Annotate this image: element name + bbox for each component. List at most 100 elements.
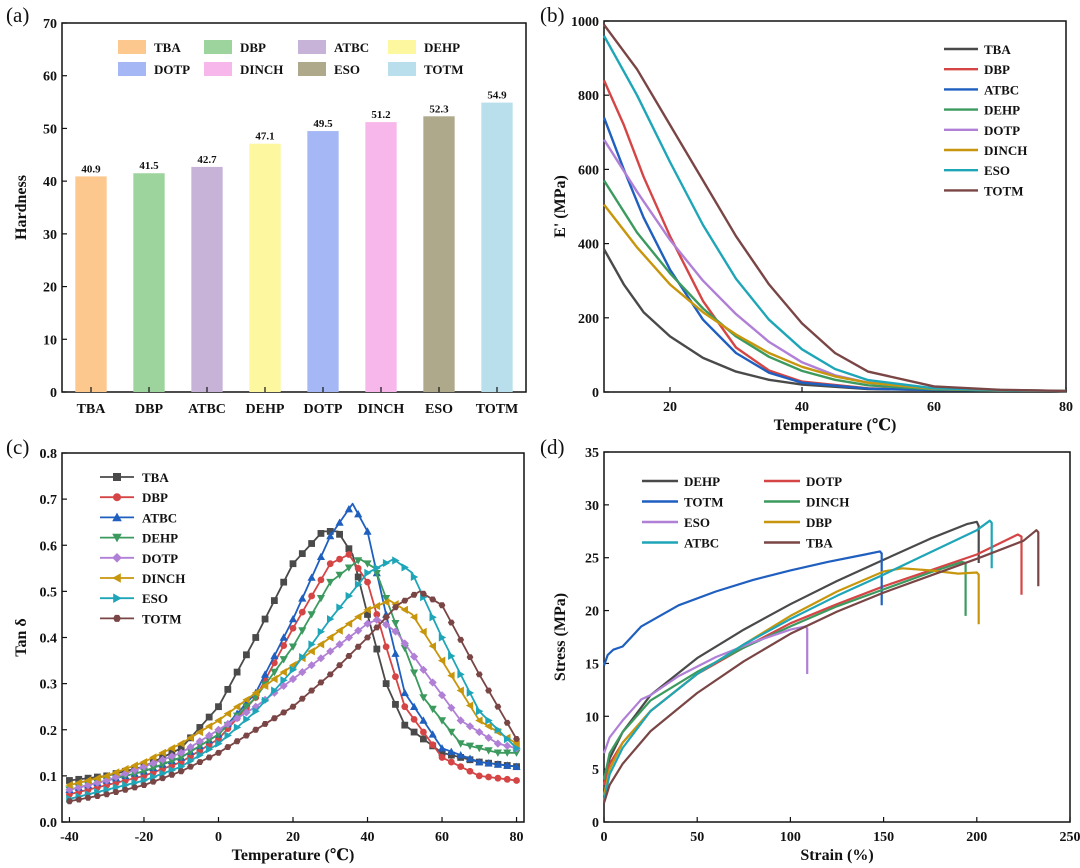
data-point	[93, 774, 101, 783]
data-point	[336, 530, 343, 538]
data-point	[66, 777, 73, 784]
data-point	[382, 595, 391, 603]
data-point	[167, 752, 176, 761]
data-point	[354, 564, 362, 572]
data-point	[215, 703, 222, 711]
legend-label: ATBC	[142, 510, 177, 525]
y-tick-label: 0.8	[40, 447, 58, 462]
data-point	[308, 640, 316, 649]
data-point	[139, 758, 148, 767]
legend-label: ATBC	[684, 536, 719, 551]
series-line-tba	[602, 529, 1040, 804]
data-point	[420, 590, 427, 597]
panel-label: (c)	[6, 435, 29, 459]
bar-dotp	[307, 131, 339, 393]
data-point	[205, 713, 213, 721]
data-point	[466, 654, 474, 660]
legend-label: DEHP	[984, 103, 1020, 118]
legend-label: ESO	[684, 515, 710, 530]
data-point	[503, 719, 511, 726]
x-tick-label: 20	[286, 830, 300, 845]
x-tick-label: 40	[361, 830, 375, 845]
legend-label: TBA	[142, 470, 169, 485]
data-point	[344, 619, 353, 628]
legend-swatch	[298, 40, 326, 54]
y-tick-label: 30	[43, 228, 57, 243]
data-point	[252, 726, 260, 733]
bar-eso	[423, 116, 455, 392]
x-tick-label: 50	[690, 830, 704, 845]
data-point	[317, 679, 325, 686]
data-point	[354, 643, 362, 650]
x-tick-label: 250	[1060, 830, 1080, 845]
data-point	[392, 556, 400, 565]
data-point	[447, 751, 455, 759]
data-point	[475, 772, 483, 780]
data-point	[103, 791, 111, 798]
data-point	[410, 591, 418, 598]
data-point	[112, 533, 122, 543]
data-point	[410, 613, 418, 622]
panel-b-modulus-line-chart: 0 200 400 600 800 1000 20 40 60 80 Temperature (℃)…	[540, 0, 1080, 434]
data-point	[326, 578, 335, 587]
data-point	[447, 758, 455, 766]
legend-label: DOTP	[984, 123, 1020, 138]
data-point	[465, 701, 474, 710]
data-point	[457, 763, 465, 771]
data-point	[289, 665, 298, 674]
bar-value-label: 49.5	[313, 118, 333, 130]
data-point	[344, 505, 353, 513]
bar-dbp	[133, 173, 165, 392]
legend-label: DEHP	[424, 40, 460, 55]
y-tick-label: 15	[585, 657, 599, 672]
data-point	[400, 605, 408, 614]
x-tick-label: 60	[435, 830, 449, 845]
data-point	[112, 512, 122, 522]
data-point	[84, 781, 93, 790]
data-point	[373, 645, 381, 653]
data-point	[279, 633, 288, 641]
data-point	[400, 639, 409, 648]
series-line-eso	[602, 625, 809, 754]
data-point	[493, 749, 502, 757]
y-axis-title: Stress (MPa)	[552, 593, 569, 681]
data-point	[419, 716, 428, 724]
series-line-dehp	[602, 520, 980, 791]
legend-label: ESO	[984, 163, 1010, 178]
data-point	[214, 725, 223, 734]
y-tick-label: 0.1	[40, 770, 58, 785]
data-point	[261, 681, 269, 690]
data-point	[513, 744, 521, 753]
data-point	[401, 597, 409, 604]
bar-totm	[481, 102, 513, 392]
y-tick-label: 0.0	[40, 816, 58, 831]
data-point	[336, 555, 343, 563]
data-point	[503, 741, 512, 750]
bar-value-label: 41.5	[139, 160, 159, 172]
data-point	[233, 714, 242, 723]
data-point	[140, 782, 148, 788]
bar-tba	[75, 176, 107, 392]
data-point	[448, 651, 456, 660]
data-point	[372, 570, 381, 578]
data-point	[121, 769, 130, 778]
data-point	[344, 633, 353, 642]
y-tick-label: 35	[585, 446, 599, 461]
y-tick-label: 50	[43, 122, 57, 137]
data-point	[131, 784, 139, 791]
data-point	[335, 640, 344, 649]
y-tick-label: 0.7	[40, 493, 58, 508]
x-tick-label: TOTM	[476, 402, 519, 417]
series-line-dinch	[602, 560, 967, 780]
y-tick-label: 1000	[571, 15, 599, 30]
data-point	[298, 695, 306, 702]
data-point	[195, 728, 204, 737]
data-point	[316, 654, 325, 663]
data-point	[233, 723, 242, 732]
y-axis-title: Tan δ	[13, 618, 30, 656]
data-point	[317, 576, 325, 584]
legend-label: TOTM	[424, 62, 464, 77]
data-point	[420, 735, 427, 743]
data-point	[177, 768, 185, 775]
data-point	[271, 686, 279, 695]
